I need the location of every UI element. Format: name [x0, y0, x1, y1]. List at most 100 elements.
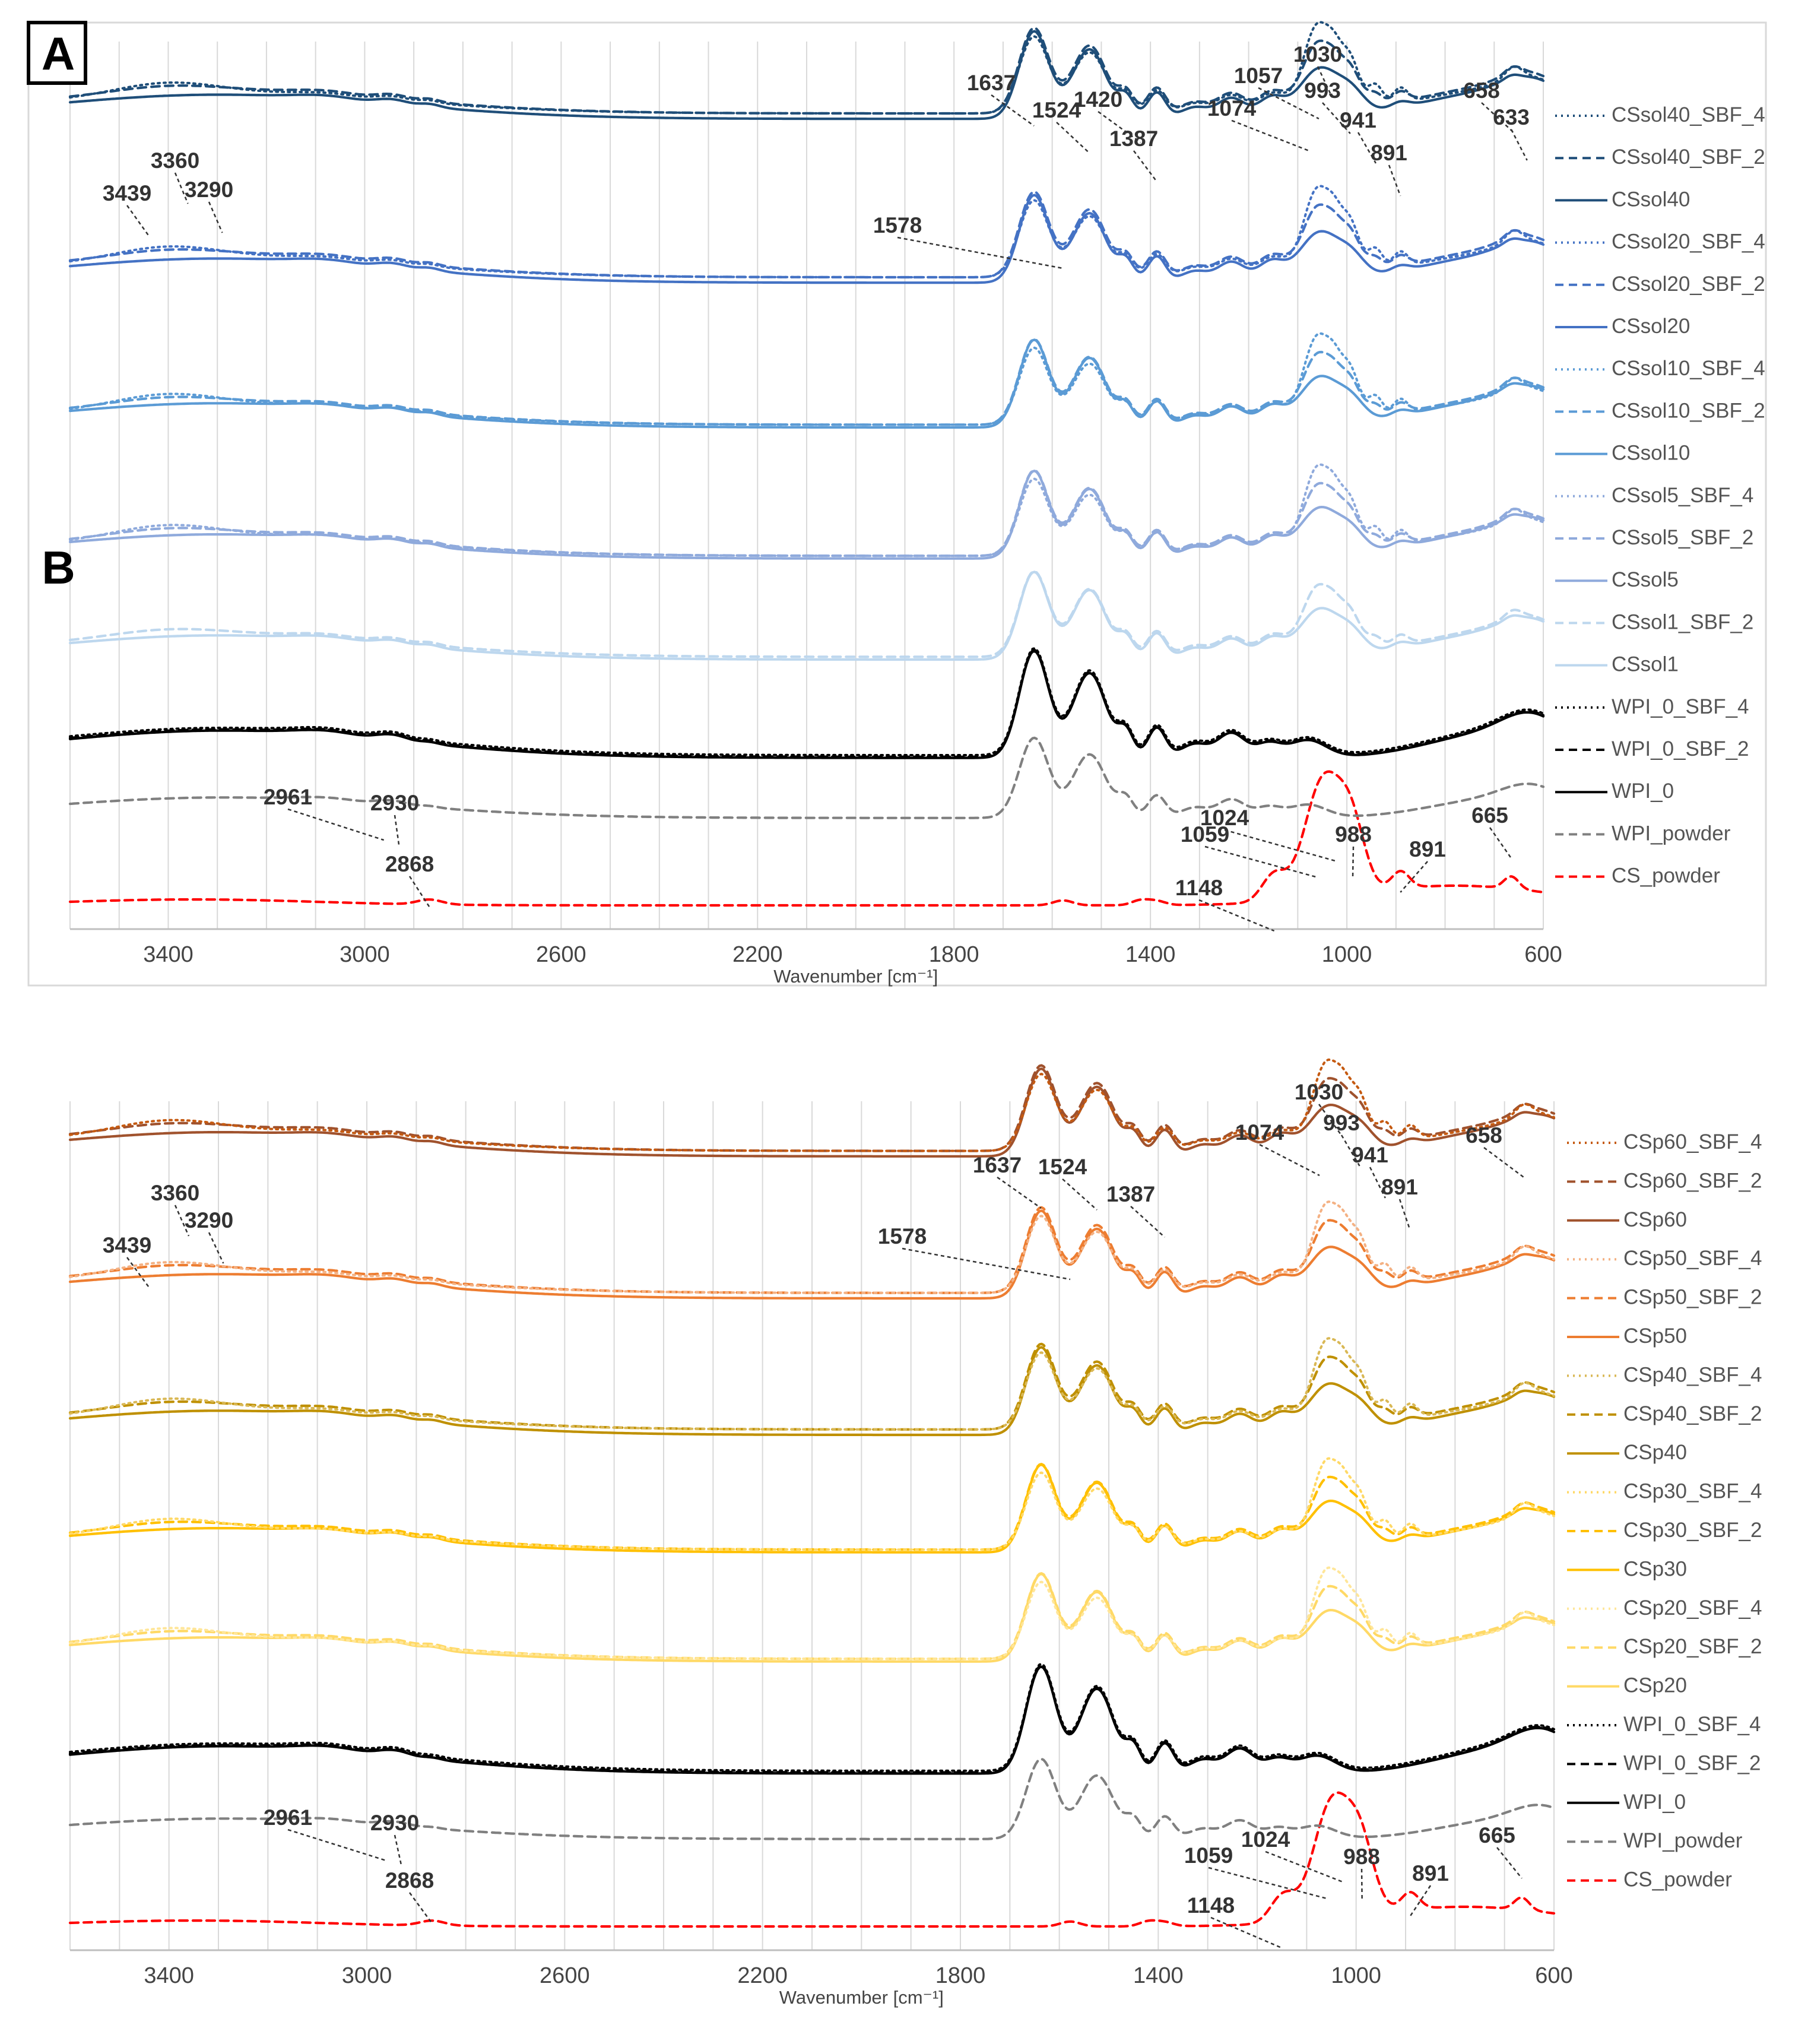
legend-label: CSp60_SBF_2: [1623, 1169, 1762, 1192]
x-axis-title: Wavenumber [cm⁻¹]: [773, 966, 938, 987]
peak-annotation: 2930: [370, 791, 419, 847]
series-line: [68, 26, 1545, 115]
legend-label: CSsol10: [1612, 442, 1690, 465]
peak-label: 891: [1381, 1175, 1418, 1199]
peak-label: 988: [1335, 822, 1372, 847]
peak-annotation: 1387: [1109, 126, 1158, 182]
series-line: [68, 338, 1545, 426]
peak-label: 665: [1471, 803, 1508, 828]
legend-label: CSp20: [1623, 1674, 1687, 1697]
legend-item: WPI_0: [1555, 779, 1674, 803]
peak-label: 941: [1340, 108, 1377, 132]
peak-annotation: 1387: [1106, 1182, 1166, 1238]
peak-annotation: 665: [1479, 1823, 1523, 1879]
peak-label: 993: [1323, 1111, 1360, 1135]
peak-label: 993: [1304, 78, 1341, 103]
legend-label: WPI_0: [1612, 779, 1674, 803]
leader-line: [208, 201, 223, 233]
series-line: [68, 1209, 1556, 1300]
legend-item: CSp40: [1567, 1441, 1687, 1464]
series-line: [68, 570, 1545, 658]
series-line: [69, 463, 1544, 557]
peak-annotation: 1148: [1175, 876, 1275, 932]
peak-label: 3290: [185, 178, 233, 202]
leader-line: [902, 1247, 1071, 1281]
x-tick-label: 1800: [929, 942, 979, 967]
leader-line: [1483, 1146, 1526, 1180]
grid: [69, 1101, 1555, 1950]
series-line: [68, 30, 1545, 121]
peak-annotation: 988: [1343, 1845, 1380, 1900]
peak-annotation: 941: [1340, 108, 1377, 164]
peak-annotation: 1524: [1032, 98, 1090, 154]
peak-label: 941: [1352, 1143, 1388, 1167]
leader-line: [174, 1205, 190, 1237]
legend-label: CSsol40_SBF_2: [1612, 145, 1765, 169]
legend-label: WPI_powder: [1612, 822, 1731, 845]
peak-label: 1074: [1235, 1120, 1284, 1145]
legend-item: CSp60_SBF_2: [1567, 1169, 1762, 1192]
legend-item: CSsol5_SBF_4: [1555, 484, 1753, 507]
legend-item: CSsol10_SBF_4: [1555, 357, 1765, 380]
leader-line: [1208, 1866, 1327, 1900]
x-tick-label: 2600: [536, 942, 586, 967]
peak-annotation: 1578: [873, 213, 1064, 270]
legend-label: WPI_0: [1623, 1791, 1686, 1814]
peak-label: 1059: [1184, 1843, 1233, 1868]
peak-annotation: 1057: [1234, 64, 1320, 120]
peak-label: 1024: [1200, 806, 1249, 830]
leader-line: [1357, 132, 1377, 164]
leader-line: [1062, 1178, 1098, 1210]
leader-line: [394, 1834, 402, 1866]
peak-label: 633: [1493, 105, 1530, 129]
peak-annotation: 1148: [1187, 1893, 1283, 1950]
legend-item: CSp20_SBF_4: [1567, 1596, 1762, 1620]
series-line: [68, 770, 1545, 907]
peak-label: 665: [1479, 1823, 1515, 1847]
peak-annotation: 2868: [385, 1868, 434, 1924]
leader-line: [1130, 1206, 1166, 1238]
peak-annotation: 1637: [967, 71, 1035, 127]
peak-label: 1030: [1293, 42, 1342, 66]
legend-item: CSp30_SBF_4: [1567, 1480, 1762, 1503]
series-line: [68, 1664, 1556, 1774]
peak-annotation: 1030: [1293, 42, 1342, 98]
peak-label: 2930: [370, 791, 419, 815]
x-tick-label: 1800: [935, 1963, 986, 1988]
leader-line: [1400, 861, 1428, 893]
legend-item: CSp30_SBF_2: [1567, 1519, 1762, 1542]
series-line: [68, 736, 1545, 819]
x-tick-label: 2600: [540, 1963, 590, 1988]
legend-label: WPI_0_SBF_4: [1612, 695, 1749, 718]
series-line: [69, 1566, 1555, 1660]
legend-item: WPI_0_SBF_4: [1555, 695, 1749, 718]
series-line: [69, 647, 1544, 756]
peak-annotation: 2868: [385, 852, 434, 908]
panel-label: A: [42, 27, 75, 80]
series-line: [68, 338, 1545, 429]
peak-label: 1578: [873, 213, 922, 237]
leader-line: [208, 1232, 224, 1264]
leader-line: [408, 1892, 433, 1924]
peak-annotation: 3290: [185, 178, 233, 233]
legend-item: CSp60_SBF_4: [1567, 1130, 1762, 1153]
peak-label: 1148: [1175, 876, 1223, 900]
peak-label: 1637: [973, 1153, 1022, 1177]
peak-label: 3439: [103, 181, 151, 205]
peak-annotation: 891: [1400, 837, 1446, 893]
peak-label: 2961: [264, 785, 312, 809]
legend-label: CSp40_SBF_4: [1623, 1363, 1762, 1386]
x-tick-label: 600: [1535, 1963, 1572, 1988]
legend-label: CSsol40: [1612, 188, 1690, 211]
series-line: [68, 470, 1545, 560]
series-line: [69, 1059, 1555, 1152]
legend-item: CSp30: [1567, 1557, 1687, 1580]
panel-badge-box: [27, 21, 87, 85]
peak-annotation: 1578: [878, 1224, 1071, 1281]
peak-annotation: 1024: [1200, 806, 1336, 862]
panel-frame: [27, 21, 1767, 987]
peak-annotation: 1524: [1038, 1155, 1098, 1210]
peak-label: 1059: [1181, 822, 1229, 847]
legend-label: CSp30: [1623, 1557, 1687, 1580]
